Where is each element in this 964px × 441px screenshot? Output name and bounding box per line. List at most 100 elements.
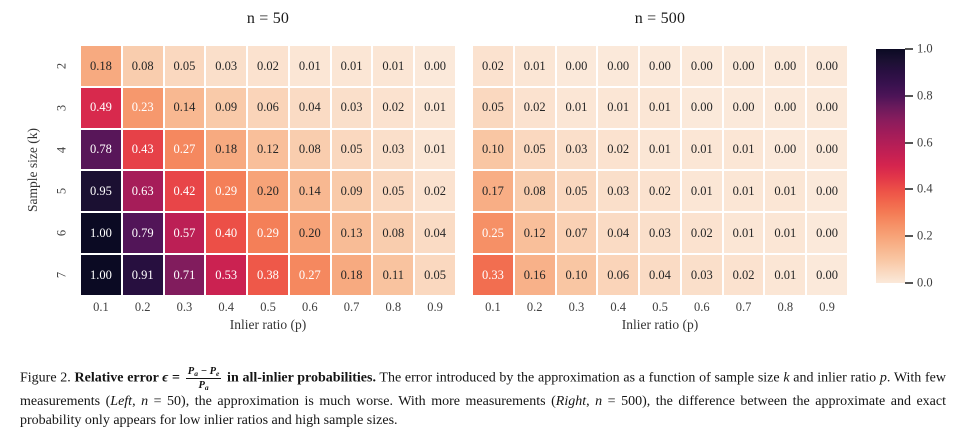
- heatmap-cell: 0.01: [556, 87, 597, 128]
- fraction-term: a: [194, 369, 198, 378]
- heatmap-cell: 0.01: [765, 213, 806, 254]
- heatmap-cell: 0.95: [81, 171, 121, 212]
- colorbar-tick-label: 0.2: [917, 228, 933, 243]
- y-tick-label: 6: [54, 230, 69, 237]
- heatmap-cell: 0.00: [807, 87, 847, 128]
- heatmap-cell: 0.43: [122, 129, 163, 170]
- colorbar-tick-label: 0.0: [917, 275, 933, 290]
- heatmap-cell: 0.01: [514, 46, 555, 86]
- x-tick-label: 0.5: [652, 300, 668, 314]
- x-tick-label: 0.1: [93, 300, 109, 314]
- y-tick-label: 2: [54, 62, 69, 70]
- colorbar-tick: [905, 282, 913, 284]
- heatmap-cell: 0.27: [164, 129, 205, 170]
- heatmap-cell: 0.05: [514, 129, 555, 170]
- colorbar-tick-label: 0.6: [917, 135, 933, 150]
- heatmap-cell: 0.00: [415, 46, 455, 86]
- x-tick-label: 0.6: [301, 300, 318, 314]
- heatmap-cell: 0.02: [248, 46, 288, 86]
- caption-segment: =: [168, 370, 184, 386]
- heatmap-cell: 0.08: [289, 129, 330, 170]
- colorbar-tick: [905, 235, 913, 238]
- colorbar-tick: [905, 48, 913, 50]
- x-tick-label: 0.2: [134, 300, 151, 314]
- heatmap-cell: 0.01: [640, 87, 680, 128]
- heatmap-cell: 0.03: [681, 255, 722, 295]
- fraction-term: −: [197, 366, 210, 377]
- heatmap-cell: 0.01: [723, 171, 764, 212]
- heatmap-cell: 0.05: [331, 129, 372, 170]
- heatmap-cell: 0.14: [289, 171, 330, 212]
- caption-segment: = 500), the difference between the appro…: [20, 393, 947, 429]
- heatmap-cell: 0.12: [248, 129, 288, 170]
- heatmap-cell: 0.91: [122, 255, 163, 295]
- heatmap-cell: 0.01: [640, 129, 680, 170]
- x-tick-label: 0.7: [343, 300, 360, 314]
- colorbar-tick: [905, 188, 913, 191]
- y-tick-label: 4: [54, 146, 69, 153]
- heatmap-cell: 0.53: [206, 255, 247, 295]
- heatmap-cell: 0.08: [514, 171, 555, 212]
- heatmap-cell: 0.27: [289, 255, 330, 295]
- heatmap-cell: 0.04: [640, 255, 680, 295]
- fraction-denominator: Pa: [186, 379, 222, 391]
- heatmap-cell: 0.06: [248, 87, 288, 128]
- x-tick-label: 0.9: [819, 300, 835, 314]
- heatmap-cell: 0.01: [681, 129, 722, 170]
- heatmap-cell: 0.03: [640, 213, 680, 254]
- heatmap-cell: 0.02: [681, 213, 722, 254]
- heatmap-cell: 0.01: [289, 46, 330, 86]
- x-axis-label: Inlier ratio (p): [229, 317, 307, 332]
- heatmap-cell: 0.00: [765, 129, 806, 170]
- caption-segment: ,: [132, 393, 142, 409]
- x-tick-label: 0.3: [176, 300, 193, 314]
- heatmap-cell: 0.78: [81, 129, 121, 170]
- fraction-term: P: [187, 366, 195, 377]
- heatmap-cell: 0.01: [415, 129, 455, 170]
- heatmap-cell: 0.01: [415, 87, 455, 128]
- heatmap-cell: 0.03: [373, 129, 414, 170]
- heatmap-cell: 0.00: [807, 46, 847, 86]
- heatmap-cell: 0.00: [681, 46, 722, 86]
- colorbar-tick-label: 0.4: [917, 181, 933, 196]
- heatmap-cell: 0.23: [122, 87, 163, 128]
- heatmap-cell: 0.02: [415, 171, 455, 212]
- heatmap-cell: 0.00: [598, 46, 639, 86]
- caption-segment: Figure 2.: [20, 370, 75, 386]
- heatmap-cell: 0.02: [473, 46, 513, 86]
- heatmap-cell: 0.00: [640, 46, 680, 86]
- heatmap-cell: 0.02: [514, 87, 555, 128]
- y-tick-label: 7: [54, 271, 69, 279]
- y-axis-label: Sample size (k): [25, 128, 40, 212]
- caption-segment: ϵ: [162, 370, 169, 386]
- x-tick-label: 0.8: [385, 300, 402, 314]
- heatmap-cell: 0.33: [473, 255, 513, 295]
- heatmap-cell: 0.10: [556, 255, 597, 295]
- heatmap-cell: 0.02: [598, 129, 639, 170]
- x-tick-label: 0.2: [526, 300, 543, 314]
- heatmap-cell: 0.03: [206, 46, 247, 86]
- colorbar-tick-label: 0.8: [917, 88, 933, 103]
- y-tick-label: 3: [54, 104, 69, 111]
- caption-segment: n: [141, 393, 149, 409]
- heatmap-cell: 0.03: [598, 171, 639, 212]
- heatmap-cell: 0.79: [122, 213, 163, 254]
- caption-segment: Relative error: [74, 370, 163, 386]
- caption-segment: n: [595, 393, 603, 409]
- heatmap-cell: 0.12: [514, 213, 555, 254]
- heatmap-cell: 0.05: [473, 87, 513, 128]
- colorbar-tick-label: 1.0: [917, 41, 933, 56]
- heatmap-cell: 0.00: [807, 213, 847, 254]
- x-tick-label: 0.1: [485, 300, 501, 314]
- caption-segment: ,: [586, 393, 596, 409]
- y-tick-label: 5: [54, 188, 69, 195]
- heatmap-cell: 0.01: [723, 213, 764, 254]
- x-tick-label: 0.4: [218, 300, 235, 314]
- heatmap-cell: 0.03: [556, 129, 597, 170]
- x-tick-label: 0.3: [568, 300, 585, 314]
- heatmap-cell: 0.05: [373, 171, 414, 212]
- heatmap-cell: 0.01: [765, 255, 806, 295]
- x-tick-label: 0.6: [693, 300, 710, 314]
- heatmap-cell: 0.05: [164, 46, 205, 86]
- heatmap-cell: 0.00: [807, 255, 847, 295]
